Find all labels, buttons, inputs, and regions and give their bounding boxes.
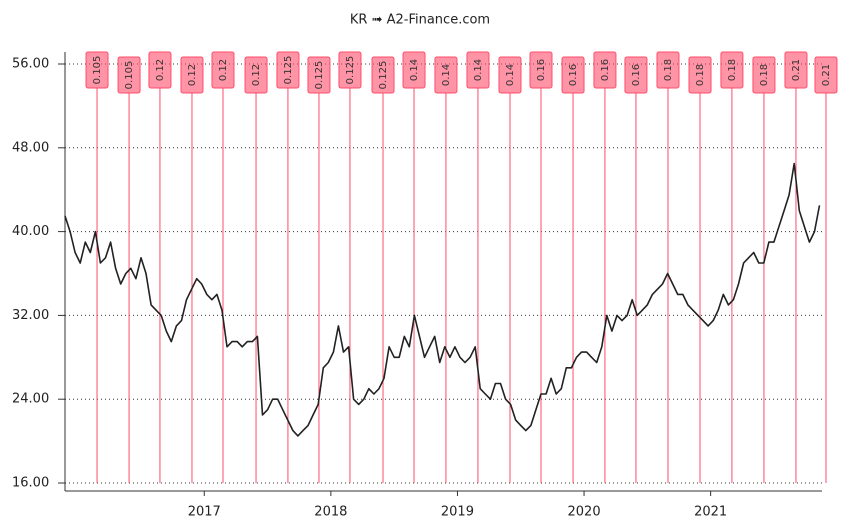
y-tick-label: 16.00 (12, 476, 49, 491)
dividend-box (276, 51, 300, 89)
y-tick-label: 24.00 (12, 392, 49, 407)
dividend-label: 0.125 (314, 61, 325, 90)
price-line (64, 162, 821, 437)
dividend-label: 0.18 (759, 64, 770, 86)
dividend-label: 0.16 (631, 64, 642, 86)
dividend-box (656, 51, 680, 89)
dividend-box (211, 51, 235, 89)
dividend-box (529, 51, 553, 89)
chart-title: KR ➟ A2-Finance.com (350, 13, 490, 28)
dividend-label: 0.16 (536, 59, 547, 81)
dividend-label: 0.125 (345, 56, 356, 85)
dividend-label: 0.125 (283, 56, 294, 85)
dividend-box (148, 51, 172, 89)
dividend-box (466, 51, 490, 89)
dividend-box (117, 56, 141, 94)
dividend-label: 0.18 (727, 59, 738, 81)
dividend-label: 0.21 (791, 59, 802, 81)
dividend-box (371, 56, 395, 94)
x-tick-label: 2017 (188, 505, 221, 520)
dividend-label: 0.14 (473, 59, 484, 81)
x-tick-label: 2018 (314, 505, 347, 520)
dividend-label: 0.18 (663, 59, 674, 81)
dividend-box (814, 56, 838, 94)
dividend-box (434, 56, 458, 94)
dividend-label: 0.12 (155, 59, 166, 81)
dividend-box (624, 56, 648, 94)
dividend-box (561, 56, 585, 94)
dividend-box (402, 51, 426, 89)
dividend-label: 0.21 (821, 64, 832, 86)
dividend-label: 0.105 (92, 56, 103, 85)
dividend-box (688, 56, 712, 94)
dividend-box (498, 56, 522, 94)
x-tick-label: 2021 (694, 505, 727, 520)
dividend-label: 0.12 (218, 59, 229, 81)
dividend-box (593, 51, 617, 89)
dividend-box (338, 51, 362, 89)
dividend-box (180, 56, 204, 94)
dividend-label: 0.16 (568, 64, 579, 86)
dividend-label: 0.16 (600, 59, 611, 81)
dividend-label: 0.18 (695, 64, 706, 86)
y-tick-label: 40.00 (12, 224, 49, 239)
dividend-box (244, 56, 268, 94)
dividend-box (752, 56, 776, 94)
dividend-label: 0.14 (441, 64, 452, 86)
dividend-box (85, 51, 109, 89)
dividend-label: 0.125 (378, 61, 389, 90)
dividend-box (784, 51, 808, 89)
dividend-label: 0.14 (505, 64, 516, 86)
dividend-label: 0.14 (409, 59, 420, 81)
dividend-label: 0.12 (251, 64, 262, 86)
dividend-box (720, 51, 744, 89)
y-tick-label: 48.00 (12, 140, 49, 155)
y-tick-label: 32.00 (12, 308, 49, 323)
y-tick-label: 56.00 (12, 57, 49, 72)
x-tick-label: 2020 (568, 505, 601, 520)
dividend-box (307, 56, 331, 94)
dividend-label: 0.12 (187, 64, 198, 86)
x-tick-label: 2019 (441, 505, 474, 520)
dividend-label: 0.105 (124, 61, 135, 90)
